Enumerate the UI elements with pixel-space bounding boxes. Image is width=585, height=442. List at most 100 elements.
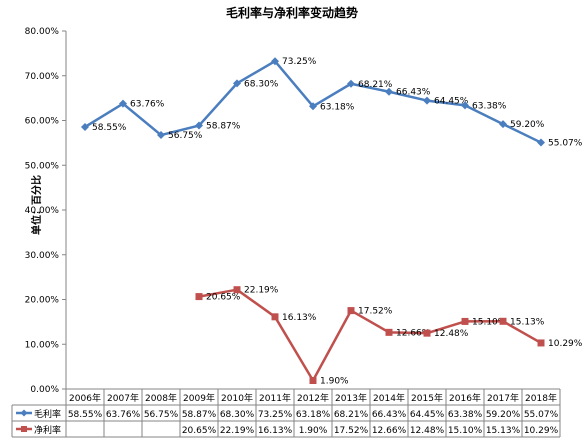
data-point	[423, 96, 431, 105]
x-tick-label: 2007年	[107, 392, 139, 404]
data-label: 63.76%	[130, 100, 165, 110]
y-tick-label: 40.00%	[25, 206, 60, 216]
data-label: 59.20%	[510, 120, 545, 130]
data-label: 1.90%	[320, 376, 349, 386]
data-point	[119, 99, 127, 108]
series-line	[198, 288, 542, 382]
data-label: 63.38%	[472, 101, 507, 111]
table-cell: 58.55%	[68, 410, 103, 420]
table-cell: 12.66%	[372, 426, 407, 436]
table-cell: 73.25%	[258, 410, 293, 420]
data-label: 15.13%	[510, 317, 545, 327]
x-tick-label: 2010年	[221, 392, 253, 404]
data-label: 17.52%	[358, 307, 393, 317]
data-label: 22.19%	[244, 286, 279, 296]
data-label: 16.13%	[282, 313, 317, 323]
data-label: 66.43%	[396, 88, 431, 98]
y-tick-label: 20.00%	[25, 296, 60, 306]
data-point	[537, 339, 545, 347]
x-tick-label: 2009年	[183, 392, 215, 404]
data-point	[81, 122, 89, 131]
data-label: 68.30%	[244, 79, 279, 89]
data-point	[195, 121, 203, 130]
table-cell: 20.65%	[182, 426, 217, 436]
table-cell: 15.10%	[448, 426, 483, 436]
table-cell: 68.21%	[334, 410, 369, 420]
y-tick-label: 0.00%	[30, 385, 59, 395]
x-tick-label: 2018年	[525, 392, 557, 404]
legend-label: 净利率	[34, 424, 61, 436]
legend-key-marker	[21, 426, 27, 432]
y-tick-label: 50.00%	[25, 161, 60, 171]
data-label: 63.18%	[320, 102, 355, 112]
data-label: 73.25%	[282, 57, 317, 67]
data-label: 68.21%	[358, 80, 393, 90]
table-cell: 58.87%	[182, 410, 217, 420]
y-tick-label: 80.00%	[25, 27, 60, 37]
y-tick-label: 10.00%	[25, 340, 60, 350]
data-label: 56.75%	[168, 131, 203, 141]
table-cell: 66.43%	[372, 410, 407, 420]
y-tick-label: 30.00%	[25, 251, 60, 261]
data-point	[461, 101, 469, 110]
y-tick-label: 70.00%	[25, 72, 60, 82]
data-label: 55.07%	[548, 139, 583, 149]
table-cell: 63.18%	[296, 410, 331, 420]
legend-label: 毛利率	[34, 408, 61, 420]
y-axis-label: 单位：百分比	[30, 175, 43, 235]
chart-title: 毛利率与净利率变动趋势	[226, 5, 358, 20]
data-point	[499, 317, 507, 325]
data-point	[385, 87, 393, 96]
x-tick-label: 2012年	[297, 392, 329, 404]
table-cell: 16.13%	[258, 426, 293, 436]
data-label: 20.65%	[206, 293, 241, 303]
x-tick-label: 2015年	[411, 392, 443, 404]
x-tick-label: 2011年	[259, 392, 291, 404]
data-point	[461, 317, 469, 325]
table-cell: 55.07%	[524, 410, 559, 420]
table-cell: 22.19%	[220, 426, 255, 436]
data-point	[233, 79, 241, 88]
y-tick-label: 60.00%	[25, 117, 60, 127]
x-tick-label: 2013年	[335, 392, 367, 404]
data-point	[347, 307, 355, 315]
data-label: 58.87%	[206, 122, 241, 132]
data-point	[195, 293, 203, 301]
x-tick-label: 2006年	[69, 392, 101, 404]
data-point	[271, 57, 279, 66]
x-tick-label: 2016年	[449, 392, 481, 404]
table-cell: 1.90%	[299, 426, 328, 436]
x-tick-label: 2017年	[487, 392, 519, 404]
data-point	[233, 286, 241, 294]
data-label: 10.29%	[548, 339, 583, 349]
data-label: 58.55%	[92, 123, 127, 133]
table-cell: 10.29%	[524, 426, 559, 436]
data-point	[385, 328, 393, 336]
data-label: 12.66%	[396, 328, 431, 338]
data-point	[157, 131, 165, 140]
data-point	[309, 376, 317, 384]
data-point	[309, 102, 317, 111]
data-point	[347, 79, 355, 88]
table-cell: 64.45%	[410, 410, 445, 420]
data-point	[537, 138, 545, 147]
data-point	[499, 120, 507, 129]
data-label: 15.10%	[472, 317, 507, 327]
table-cell: 59.20%	[486, 410, 521, 420]
data-label: 64.45%	[434, 97, 469, 107]
x-tick-label: 2008年	[145, 392, 177, 404]
data-point	[271, 313, 279, 321]
table-cell: 63.76%	[106, 410, 141, 420]
x-tick-label: 2014年	[373, 392, 405, 404]
table-cell: 63.38%	[448, 410, 483, 420]
table-cell: 15.13%	[486, 426, 521, 436]
table-cell: 12.48%	[410, 426, 445, 436]
table-cell: 56.75%	[144, 410, 179, 420]
legend-key-marker	[20, 409, 28, 417]
table-cell: 17.52%	[334, 426, 369, 436]
table-cell: 68.30%	[220, 410, 255, 420]
data-point	[423, 329, 431, 337]
data-label: 12.48%	[434, 329, 469, 339]
